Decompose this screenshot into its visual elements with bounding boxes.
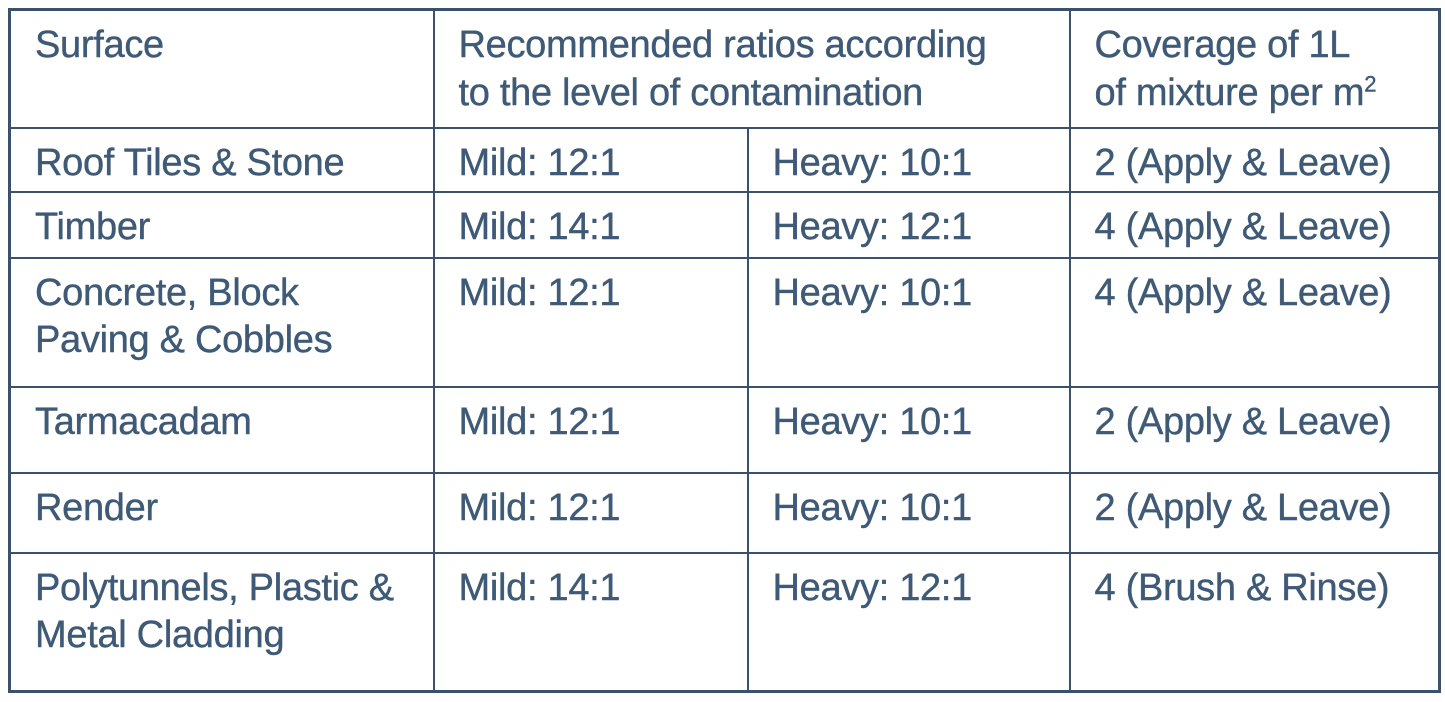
superscript-2: 2 — [1364, 71, 1377, 97]
cell-heavy-ratio: Heavy: 12:1 — [746, 551, 1071, 693]
cell-heavy-ratio: Heavy: 10:1 — [746, 126, 1071, 193]
cell-mild-ratio: Mild: 14:1 — [432, 551, 749, 693]
column-header-ratios: Recommended ratios according to the leve… — [432, 8, 1071, 129]
cell-mild-ratio: Mild: 12:1 — [432, 385, 749, 474]
cell-coverage: 2 (Apply & Leave) — [1068, 471, 1441, 554]
cell-mild-ratio: Mild: 12:1 — [432, 256, 749, 388]
cell-mild-ratio: Mild: 12:1 — [432, 471, 749, 554]
cell-surface: Tarmacadam — [8, 385, 435, 474]
column-header-surface: Surface — [8, 8, 435, 129]
cell-heavy-ratio: Heavy: 10:1 — [746, 256, 1071, 388]
column-header-ratios-line2: to the level of contamination — [458, 71, 923, 114]
cell-coverage: 4 (Apply & Leave) — [1068, 190, 1441, 259]
table-header-row: Surface Recommended ratios according to … — [8, 8, 1441, 129]
cell-mild-ratio: Mild: 14:1 — [432, 190, 749, 259]
table-row: Tarmacadam Mild: 12:1 Heavy: 10:1 2 (App… — [8, 385, 1441, 474]
column-header-ratios-line1: Recommended ratios according — [458, 24, 987, 66]
table-row: Timber Mild: 14:1 Heavy: 12:1 4 (Apply &… — [8, 190, 1441, 259]
cell-coverage: 2 (Apply & Leave) — [1068, 126, 1441, 193]
column-header-coverage-line2: of mixture per m2 — [1094, 71, 1377, 114]
table-row: Render Mild: 12:1 Heavy: 10:1 2 (Apply &… — [8, 471, 1441, 554]
cell-surface: Render — [8, 471, 435, 554]
table-row: Concrete, Block Paving & Cobbles Mild: 1… — [8, 256, 1441, 388]
cell-mild-ratio: Mild: 12:1 — [432, 126, 749, 193]
cell-surface: Timber — [8, 190, 435, 259]
cell-surface: Roof Tiles & Stone — [8, 126, 435, 193]
cell-coverage: 2 (Apply & Leave) — [1068, 385, 1441, 474]
cell-heavy-ratio: Heavy: 12:1 — [746, 190, 1071, 259]
cell-heavy-ratio: Heavy: 10:1 — [746, 471, 1071, 554]
cell-coverage: 4 (Apply & Leave) — [1068, 256, 1441, 388]
cell-surface: Polytunnels, Plastic & Metal Cladding — [8, 551, 435, 693]
cell-coverage: 4 (Brush & Rinse) — [1068, 551, 1441, 693]
column-header-coverage-line1: Coverage of 1L — [1094, 24, 1351, 66]
cell-surface: Concrete, Block Paving & Cobbles — [8, 256, 435, 388]
dilution-ratios-table: Surface Recommended ratios according to … — [8, 8, 1441, 693]
table-row: Roof Tiles & Stone Mild: 12:1 Heavy: 10:… — [8, 126, 1441, 193]
table-row: Polytunnels, Plastic & Metal Cladding Mi… — [8, 551, 1441, 693]
cell-heavy-ratio: Heavy: 10:1 — [746, 385, 1071, 474]
column-header-coverage: Coverage of 1L of mixture per m2 — [1068, 8, 1441, 129]
